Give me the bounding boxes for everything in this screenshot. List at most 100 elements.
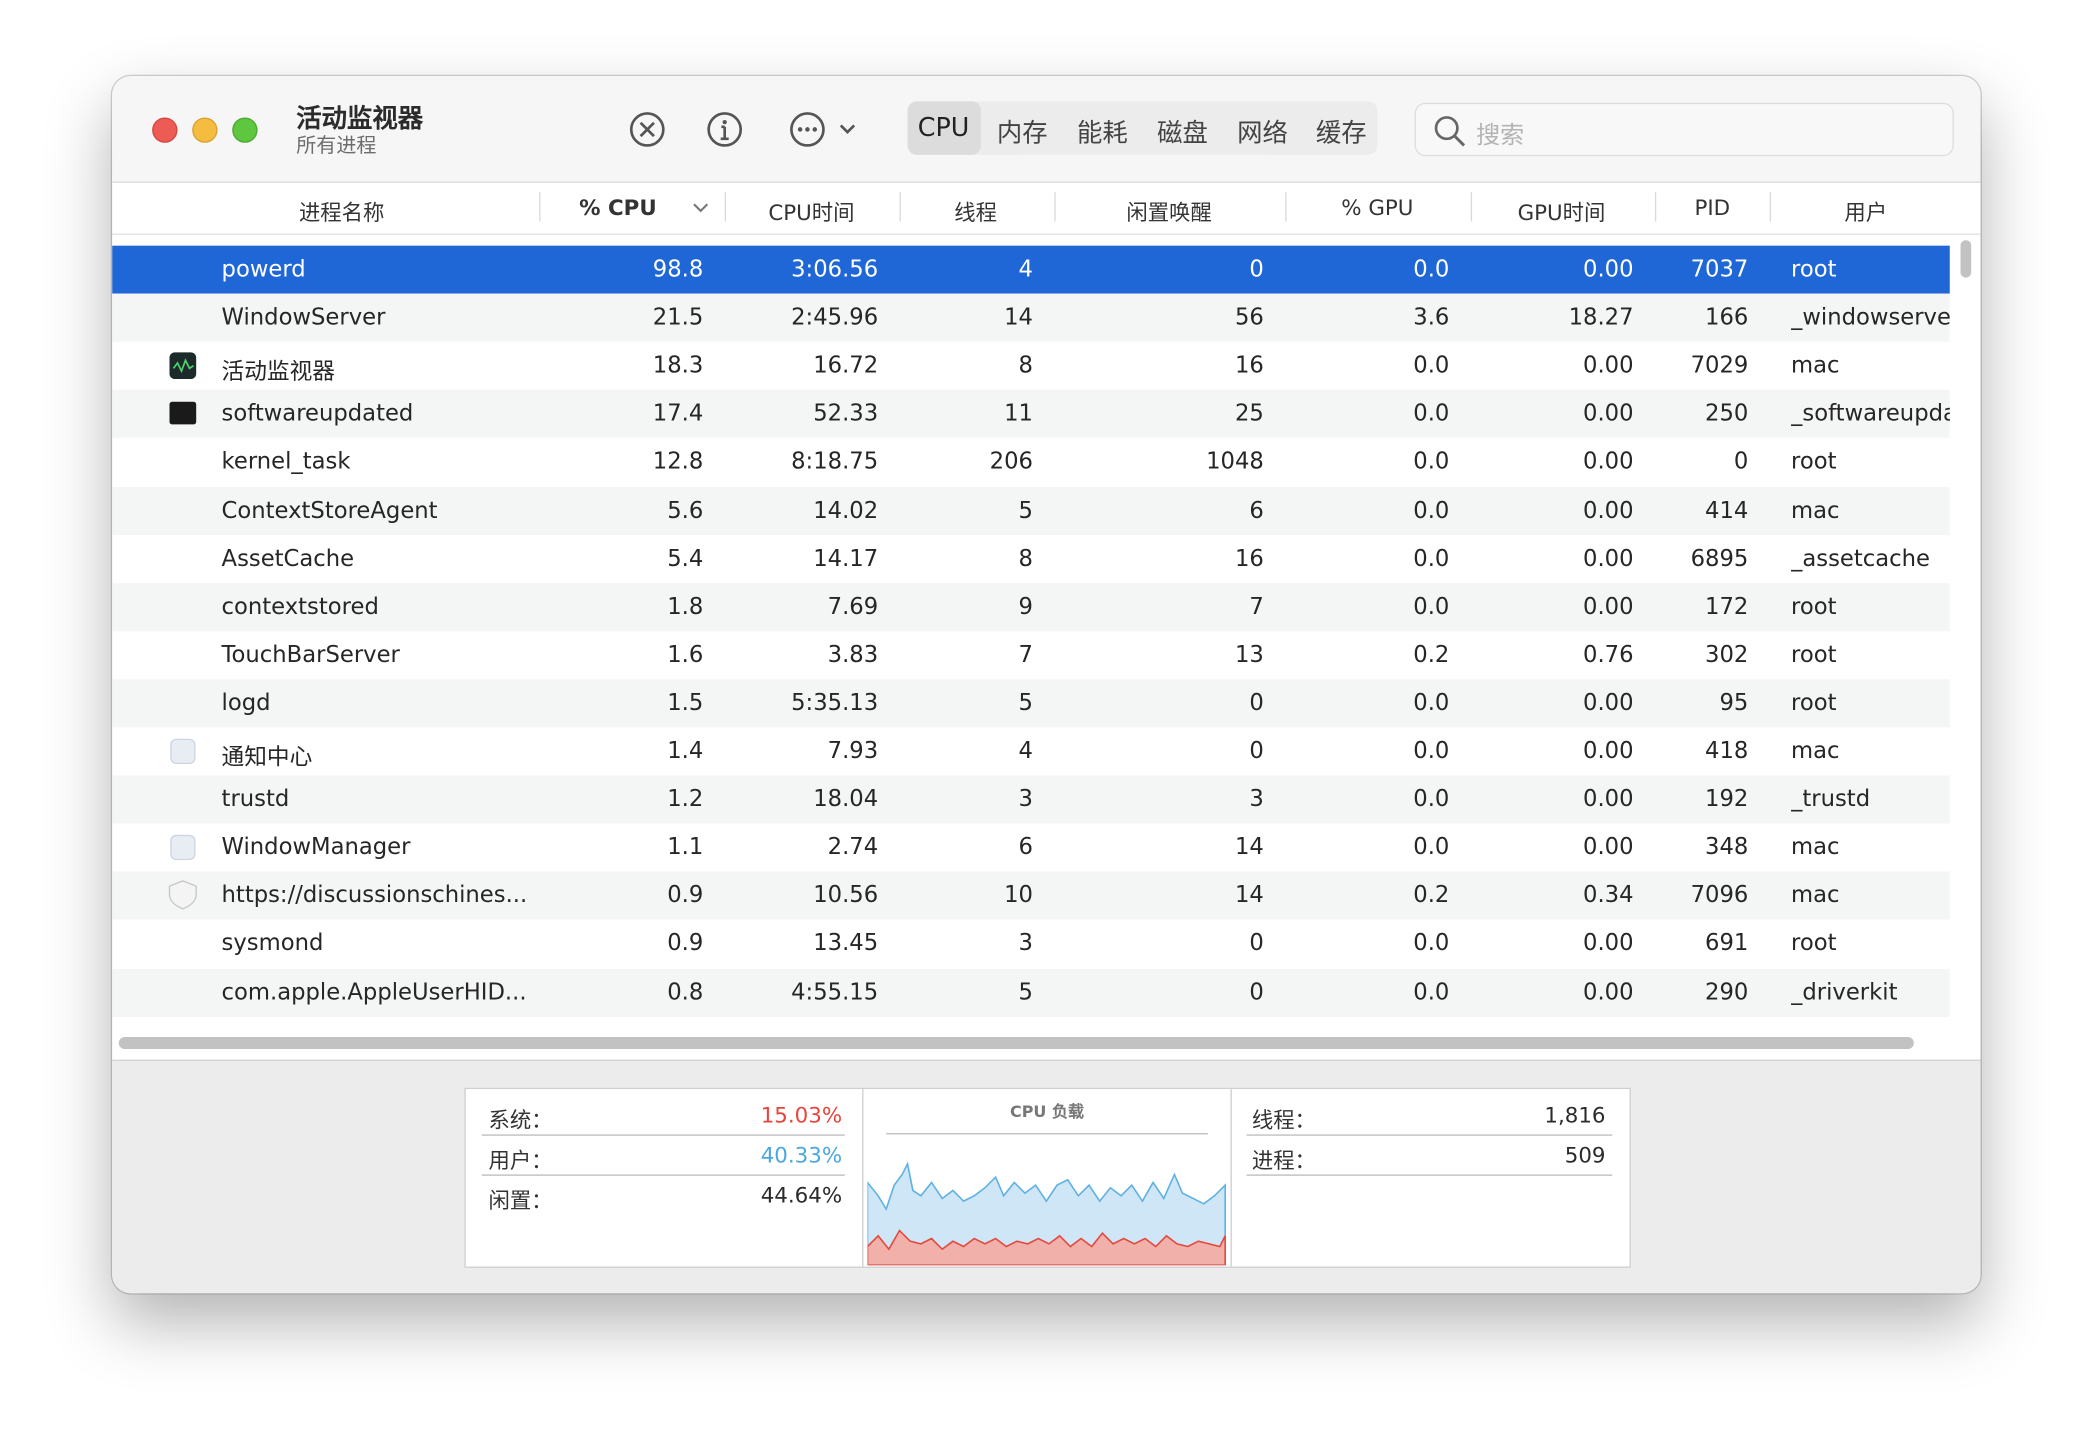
process-row[interactable]: AssetCache 5.4 14.17 8 16 0.0 0.00 6895 _assetca… [112, 535, 1950, 583]
column-header[interactable]: CPU时间 [768, 200, 855, 226]
cell: 3 [1249, 786, 1264, 813]
process-row[interactable]: logd 1.5 5:35.13 5 0 0.0 0.00 95 root [112, 679, 1950, 728]
tab[interactable]: 能耗 [1077, 118, 1128, 149]
stat-label: 用户： [488, 1147, 553, 1174]
vertical-scrollbar[interactable] [1960, 240, 1972, 278]
column-header[interactable]: % CPU [579, 194, 657, 221]
cell: 0.2 [1413, 641, 1450, 669]
column-separator [1285, 192, 1287, 222]
cell: 8:18.75 [791, 448, 879, 476]
cell: kernel_task [221, 448, 351, 476]
cell: 290 [1705, 978, 1749, 1006]
column-header[interactable]: 闲置唤醒 [1126, 200, 1212, 226]
process-row[interactable]: kernel_task 12.8 8:18.75 206 1048 0.0 0.00 0 roo… [112, 438, 1950, 486]
cell: 5 [1018, 978, 1033, 1006]
minimize-button[interactable] [192, 117, 218, 143]
process-row[interactable]: powerd 98.8 3:06.56 4 0 0.0 0.00 7037 root [112, 245, 1950, 294]
cell: 206 [989, 448, 1033, 476]
cell: 7 [1249, 593, 1264, 621]
cell: root [1791, 593, 1837, 621]
cell: 0 [1249, 738, 1264, 765]
toolbar: 活动监视器 所有进程 CPU 内存 能耗 磁盘 网络 缓存 搜索 [112, 76, 1981, 183]
cell: 691 [1705, 930, 1749, 958]
process-row[interactable]: trustd 1.2 18.04 3 3 0.0 0.00 192 _trustd [112, 775, 1950, 824]
cell: 14.02 [813, 497, 879, 524]
info-button[interactable] [703, 108, 746, 151]
cell: WindowManager [221, 834, 411, 862]
cell: 0.00 [1583, 689, 1634, 717]
tab[interactable]: 缓存 [1315, 118, 1367, 149]
cell: 172 [1705, 593, 1749, 621]
process-row[interactable]: 通知中心 1.4 7.93 4 0 0.0 0.00 418 mac [112, 727, 1950, 775]
cell: 0.00 [1583, 593, 1634, 621]
cell: 10.56 [813, 882, 879, 910]
tab[interactable]: 磁盘 [1157, 118, 1208, 149]
cell: 10 [1004, 882, 1033, 910]
cell: 18.3 [652, 352, 704, 380]
cell: 0.76 [1583, 641, 1634, 669]
cell: ContextStoreAgent [221, 497, 438, 524]
cell: 18.27 [1568, 304, 1634, 332]
column-header[interactable]: % GPU [1341, 194, 1414, 221]
cell: 0.0 [1413, 400, 1450, 428]
cell: 0.00 [1583, 352, 1634, 380]
column-separator [1769, 192, 1772, 222]
cell: 348 [1705, 834, 1749, 862]
process-row[interactable]: com.apple.AppleUserHID... 0.8 4:55.15 5 0 0.0… [112, 968, 1950, 1017]
stop-process-button[interactable] [626, 108, 669, 151]
column-header[interactable]: 进程名称 [298, 200, 385, 226]
process-row[interactable]: WindowManager 1.1 2.74 6 14 0.0 0.00 348 mac [112, 824, 1950, 872]
cell: 0 [1249, 978, 1264, 1006]
stat-value: 40.33% [760, 1142, 843, 1168]
column-header[interactable]: PID [1694, 194, 1731, 221]
cell: 0.00 [1583, 256, 1634, 283]
cell: root [1791, 930, 1837, 958]
cell: 21.5 [652, 304, 704, 332]
process-row[interactable]: ContextStoreAgent 5.6 14.02 5 6 0.0 0.00 414 mac [112, 486, 1950, 535]
cell: 6 [1249, 497, 1264, 524]
count-label: 线程： [1251, 1107, 1316, 1134]
process-row[interactable]: contextstored 1.8 7.69 9 7 0.0 0.00 172 root [112, 582, 1950, 631]
cell: mac [1791, 834, 1840, 862]
cell: 14.17 [813, 545, 879, 573]
column-separator [1654, 192, 1657, 222]
graph-rule [886, 1133, 1208, 1135]
column-header[interactable]: 用户 [1844, 200, 1888, 226]
cell: 418 [1705, 738, 1749, 765]
cell: 5.4 [667, 545, 704, 573]
cell: 1.1 [667, 834, 704, 862]
cell: 8 [1018, 545, 1033, 573]
cell: 4 [1018, 256, 1033, 283]
column-header[interactable]: 线程 [954, 200, 997, 226]
cell: trustd [221, 786, 290, 813]
zoom-button[interactable] [232, 117, 258, 143]
cell: 0 [1733, 448, 1749, 476]
cell: 302 [1705, 641, 1749, 669]
process-row[interactable]: https://discussionschines... 0.9 10.56 10 14… [112, 871, 1950, 920]
cell: mac [1791, 497, 1840, 524]
cell: root [1791, 689, 1837, 717]
process-row[interactable]: 活动监视器 18.3 16.72 8 16 0.0 0.00 7029 mac [112, 342, 1950, 390]
cell: 4:55.15 [791, 978, 879, 1006]
tab[interactable]: 内存 [996, 118, 1048, 149]
column-header[interactable]: GPU时间 [1517, 200, 1606, 226]
tab[interactable]: 网络 [1237, 118, 1288, 149]
cell: 192 [1705, 786, 1749, 813]
close-button[interactable] [152, 117, 178, 143]
cell: 16.72 [813, 352, 879, 380]
tab[interactable]: CPU [917, 113, 970, 143]
process-row[interactable]: WindowServer 21.5 2:45.96 14 56 3.6 18.27 166 _w… [112, 293, 1950, 342]
cell: 0.00 [1583, 545, 1634, 573]
cell: 活动监视器 [221, 359, 335, 386]
stat-value: 15.03% [760, 1102, 843, 1128]
more-button[interactable] [786, 108, 861, 151]
search-field[interactable]: 搜索 [1414, 102, 1954, 157]
process-row[interactable]: sysmond 0.9 13.45 3 0 0.0 0.00 691 root [112, 920, 1950, 968]
footer: 系统： 15.03% 用户： 40.33% 闲置： 44.64% CPU 负载 线程： 1,… [112, 1059, 1981, 1294]
process-row[interactable]: TouchBarServer 1.6 3.83 7 13 0.2 0.76 302 root [112, 631, 1950, 679]
horizontal-scrollbar[interactable] [118, 1036, 1914, 1049]
process-row[interactable]: softwareupdated 17.4 52.33 11 25 0.0 0.00 250 _s… [112, 390, 1950, 439]
cell: 1.8 [667, 593, 704, 621]
cell: 12.8 [652, 448, 704, 476]
